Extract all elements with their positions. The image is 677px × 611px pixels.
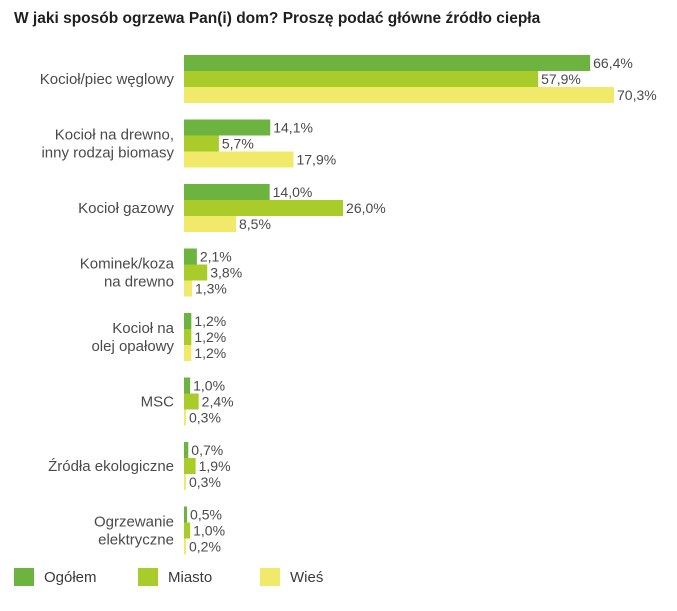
category-label-kocioł-gazowy: Kocioł gazowy xyxy=(78,200,174,217)
value-label-miasto-źródła-ekologiczne: 1,9% xyxy=(199,458,231,474)
value-label-ogółem-kocioł-gazowy: 14,0% xyxy=(273,184,313,200)
value-label-miasto-kocioł-na-drewno-inny-rodzaj-biomasy: 5,7% xyxy=(222,136,254,152)
value-label-wieś-kocioł-na-olej-opałowy: 1,2% xyxy=(194,345,226,361)
bar-ogółem-kocioł-gazowy xyxy=(184,184,270,200)
value-label-wieś-ogrzewanie-elektryczne: 0,2% xyxy=(189,539,221,555)
bar-miasto-ogrzewanie-elektryczne xyxy=(184,522,191,539)
category-label-kominek-koza-na-drewno: na drewno xyxy=(104,274,174,291)
bar-ogółem-msc xyxy=(184,377,191,394)
value-label-miasto-ogrzewanie-elektryczne: 1,0% xyxy=(193,523,225,539)
category-label-ogrzewanie-elektryczne: Ogrzewanie xyxy=(94,514,174,531)
legend-label-wies: Wieś xyxy=(290,568,324,586)
bar-wieś-kominek-koza-na-drewno xyxy=(184,280,192,297)
bar-chart: Kocioł/piec węglowy 66,4% 57,9% 70,3% Kocioł… xyxy=(40,55,657,555)
legend-item-miasto: Miasto xyxy=(138,568,212,586)
bar-miasto-msc xyxy=(184,393,199,410)
legend-label-miasto: Miasto xyxy=(168,568,213,586)
value-label-wieś-kocioł-gazowy: 8,5% xyxy=(239,216,271,232)
bar-wieś-ogrzewanie-elektryczne xyxy=(184,538,186,555)
bar-miasto-kocioł-na-drewno-inny-rodzaj-biomasy xyxy=(184,135,219,152)
legend-item-wies: Wieś xyxy=(260,568,323,586)
legend-swatch-miasto xyxy=(138,568,158,586)
category-label-kocioł-na-drewno-inny-rodzaj-biomasy: inny rodzaj biomasy xyxy=(41,145,174,162)
category-label-kominek-koza-na-drewno: Kominek/koza xyxy=(80,256,175,273)
bar-miasto-kocioł-na-olej-opałowy xyxy=(184,329,192,345)
value-label-ogółem-kominek-koza-na-drewno: 2,1% xyxy=(200,249,232,265)
bar-miasto-kominek-koza-na-drewno xyxy=(184,264,208,281)
bar-ogółem-źródła-ekologiczne xyxy=(184,442,189,458)
value-label-ogółem-msc: 1,0% xyxy=(193,378,225,394)
bar-wieś-kocioł-na-drewno-inny-rodzaj-biomasy xyxy=(184,151,294,168)
bar-ogółem-kocioł-piec-węglowy xyxy=(184,55,591,71)
value-label-miasto-kocioł-piec-węglowy: 57,9% xyxy=(541,71,581,87)
bar-ogółem-kocioł-na-drewno-inny-rodzaj-biomasy xyxy=(184,119,271,136)
value-label-ogółem-ogrzewanie-elektryczne: 0,5% xyxy=(190,507,222,523)
category-label-kocioł-piec-węglowy: Kocioł/piec węglowy xyxy=(40,71,175,88)
bar-miasto-źródła-ekologiczne xyxy=(184,458,196,474)
value-label-wieś-kominek-koza-na-drewno: 1,3% xyxy=(195,281,227,297)
bar-wieś-kocioł-gazowy xyxy=(184,216,236,232)
bar-wieś-źródła-ekologiczne xyxy=(184,474,186,490)
bar-wieś-kocioł-na-olej-opałowy xyxy=(184,345,192,361)
bar-ogółem-kocioł-na-olej-opałowy xyxy=(184,313,192,329)
bar-miasto-kocioł-piec-węglowy xyxy=(184,71,539,87)
legend-swatch-wies xyxy=(260,568,280,586)
category-label-ogrzewanie-elektryczne: elektryczne xyxy=(98,532,174,549)
category-label-msc: MSC xyxy=(141,394,175,411)
value-label-wieś-źródła-ekologiczne: 0,3% xyxy=(189,474,221,490)
value-label-miasto-msc: 2,4% xyxy=(202,394,234,410)
category-label-kocioł-na-olej-opałowy: olej opałowy xyxy=(91,338,174,355)
category-label-źródła-ekologiczne: Źródła ekologiczne xyxy=(48,458,174,475)
value-label-wieś-kocioł-na-drewno-inny-rodzaj-biomasy: 17,9% xyxy=(296,152,336,168)
bar-ogółem-ogrzewanie-elektryczne xyxy=(184,506,188,523)
value-label-miasto-kocioł-na-olej-opałowy: 1,2% xyxy=(194,329,226,345)
chart-title: W jaki sposób ogrzewa Pan(i) dom? Proszę… xyxy=(14,10,541,27)
legend-item-ogolem: Ogółem xyxy=(14,568,97,586)
category-label-kocioł-na-drewno-inny-rodzaj-biomasy: Kocioł na drewno, xyxy=(55,127,174,144)
bar-miasto-kocioł-gazowy xyxy=(184,200,344,216)
value-label-ogółem-kocioł-piec-węglowy: 66,4% xyxy=(593,55,633,71)
value-label-miasto-kominek-koza-na-drewno: 3,8% xyxy=(210,265,242,281)
value-label-wieś-kocioł-piec-węglowy: 70,3% xyxy=(617,87,657,103)
legend-label-ogolem: Ogółem xyxy=(44,568,97,586)
value-label-ogółem-kocioł-na-drewno-inny-rodzaj-biomasy: 14,1% xyxy=(273,120,313,136)
value-label-wieś-msc: 0,3% xyxy=(189,410,221,426)
value-label-miasto-kocioł-gazowy: 26,0% xyxy=(346,200,386,216)
bar-ogółem-kominek-koza-na-drewno xyxy=(184,248,197,265)
bar-wieś-kocioł-piec-węglowy xyxy=(184,87,614,103)
legend-swatch-ogolem xyxy=(14,568,34,586)
value-label-ogółem-źródła-ekologiczne: 0,7% xyxy=(191,442,223,458)
value-label-ogółem-kocioł-na-olej-opałowy: 1,2% xyxy=(194,313,226,329)
category-label-kocioł-na-olej-opałowy: Kocioł na xyxy=(112,320,174,337)
bar-wieś-msc xyxy=(184,409,186,426)
